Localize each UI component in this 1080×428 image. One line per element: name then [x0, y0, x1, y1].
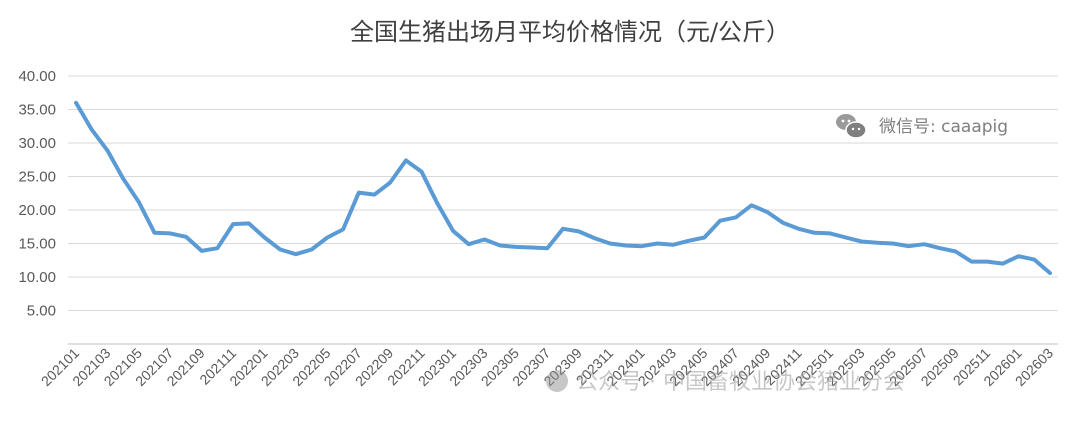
- bottom-watermark: 公众号 · 中国畜牧业协会猪业分会: [546, 370, 905, 395]
- y-tick-label: 25.00: [18, 169, 56, 186]
- wechat-icon: [836, 114, 867, 139]
- y-tick-label: 10.00: [18, 269, 56, 286]
- y-tick-label: 5.00: [27, 303, 56, 320]
- y-tick-label: 30.00: [18, 135, 56, 152]
- bottom-watermark-text: 公众号 · 中国畜牧业协会猪业分会: [576, 370, 905, 395]
- watermark-logo-icon: [546, 370, 568, 392]
- y-tick-label: 15.00: [18, 236, 56, 253]
- wechat-label: 微信号: caaapig: [879, 117, 1008, 137]
- gridlines: [68, 75, 1058, 345]
- y-axis-ticks: 5.00 10.00 15.00 20.00 25.00 30.00 35.00 40.00: [18, 68, 56, 320]
- y-tick-label: 40.00: [18, 68, 56, 85]
- price-series-line: [74, 100, 1052, 275]
- y-tick-label: 20.00: [18, 202, 56, 219]
- y-tick-label: 35.00: [18, 102, 56, 119]
- wechat-watermark: 微信号: caaapig: [836, 114, 1008, 139]
- chart-title: 全国生猪出场月平均价格情况（元/公斤）: [350, 18, 790, 46]
